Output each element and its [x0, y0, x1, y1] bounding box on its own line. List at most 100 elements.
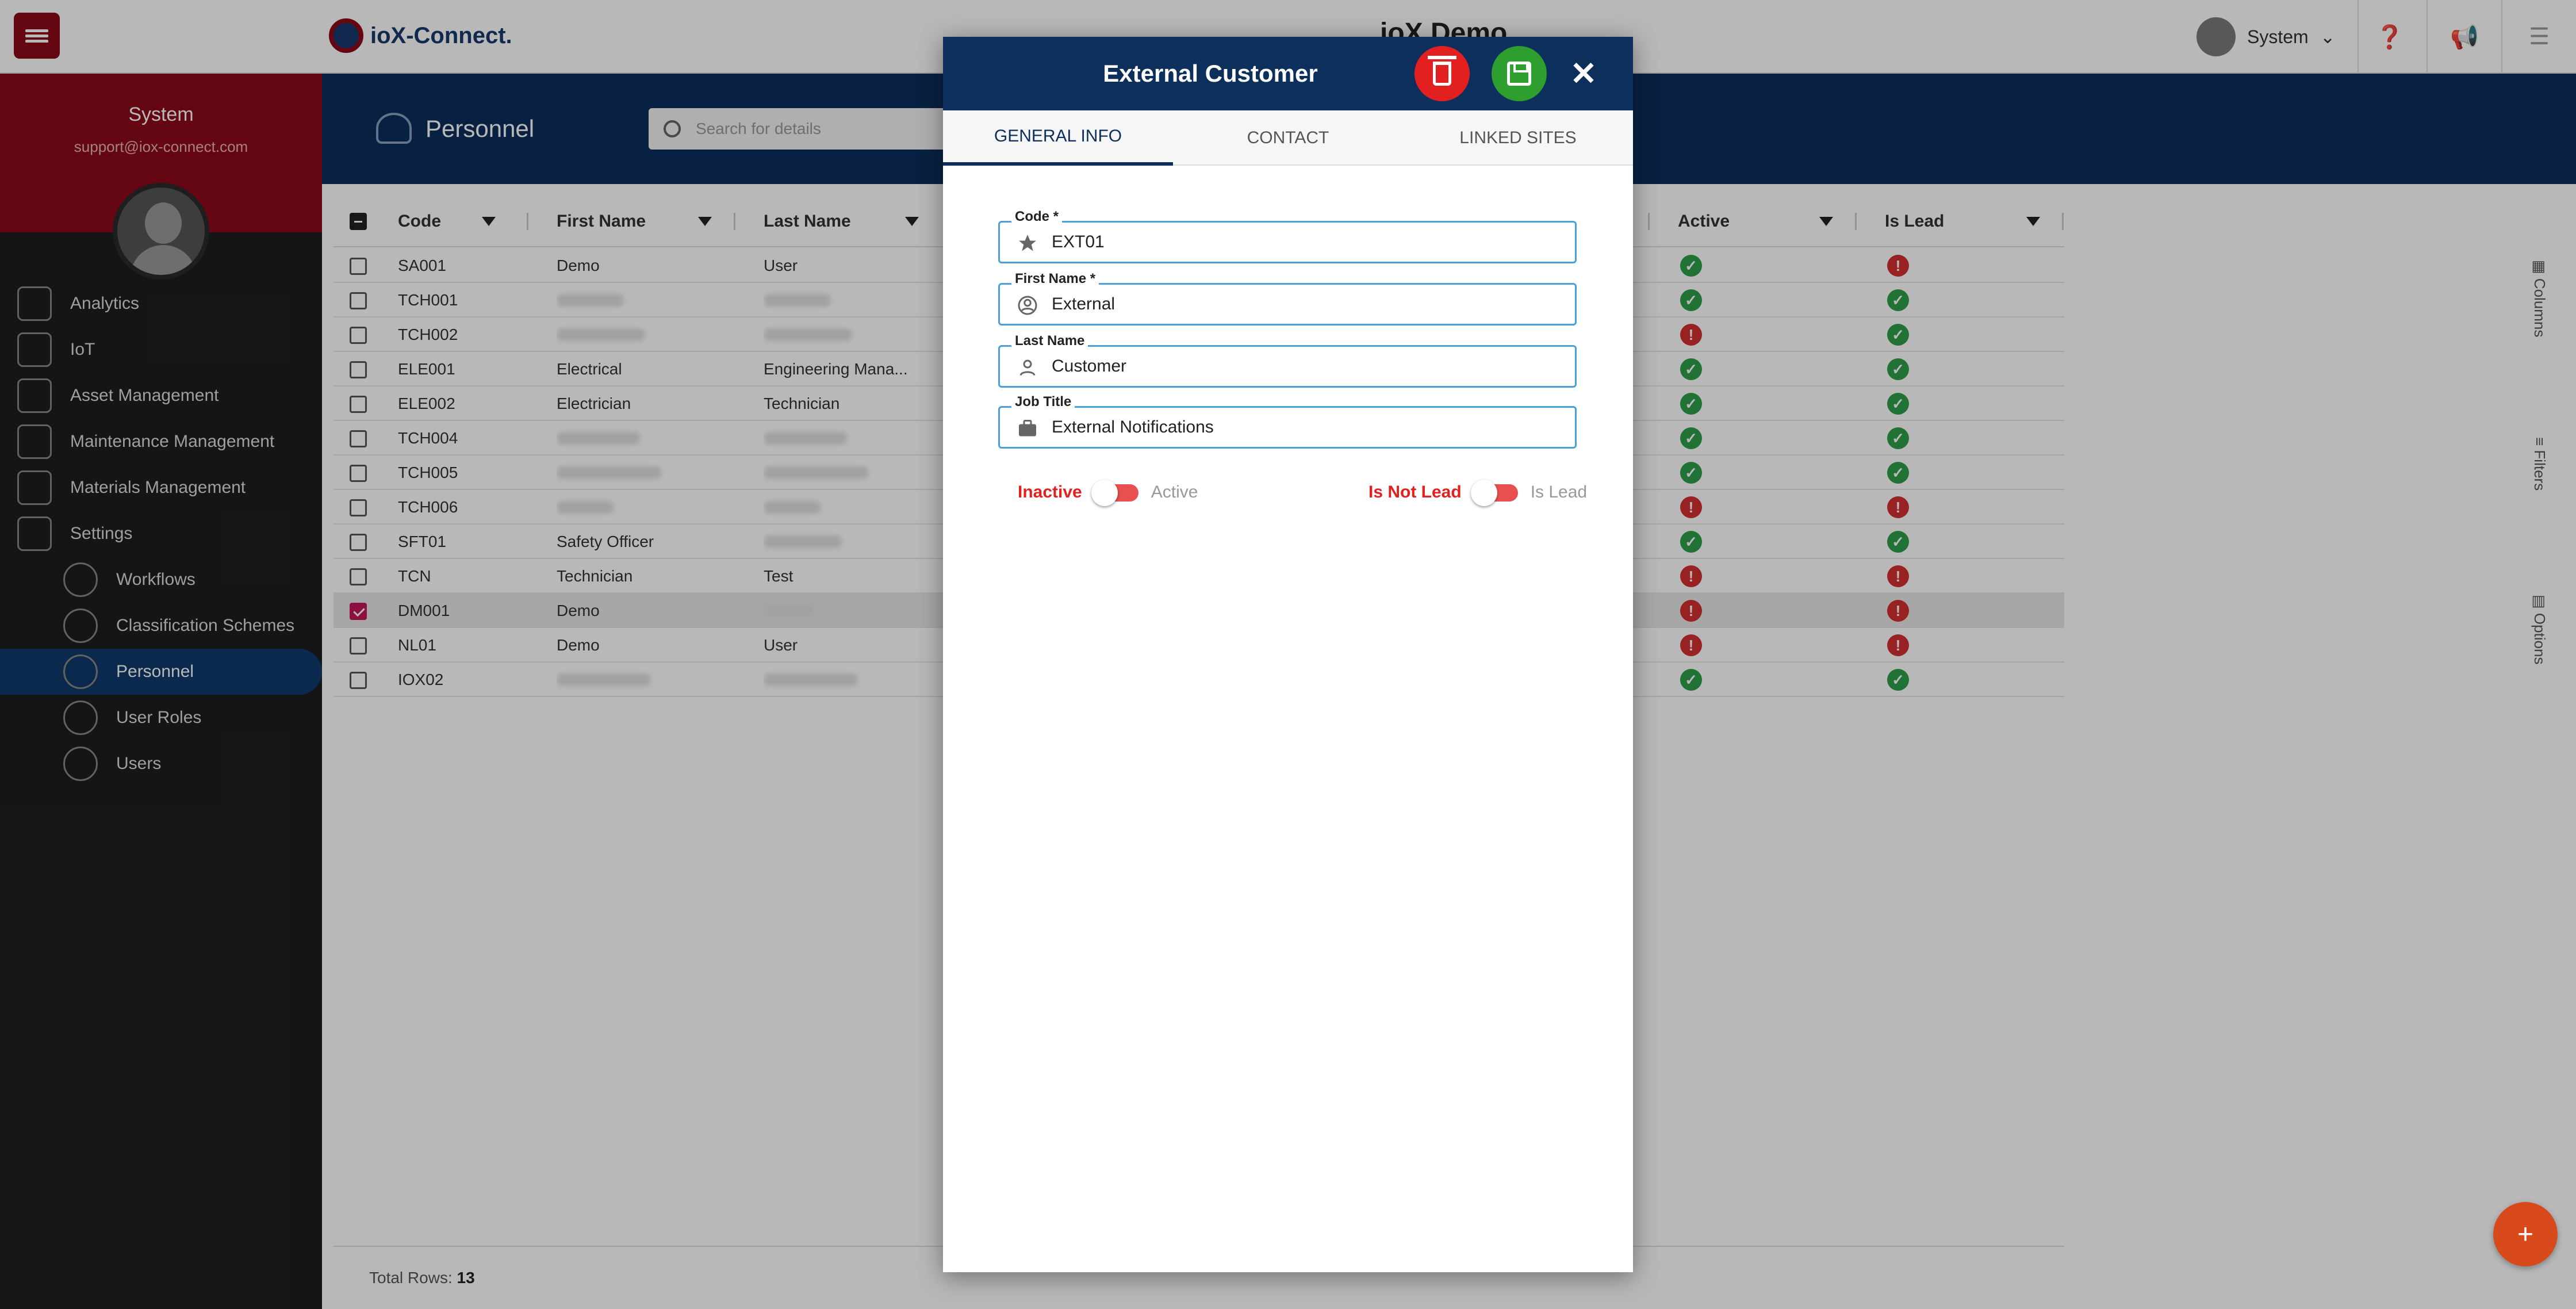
tab-general-info[interactable]: GENERAL INFO: [943, 110, 1173, 166]
code-cell: TCH006: [398, 498, 458, 516]
row-checkbox[interactable]: [350, 637, 367, 654]
table-row[interactable]: TCH002! ✓: [334, 317, 2064, 352]
last-name-cell: [764, 525, 936, 559]
column-separator[interactable]: [527, 213, 528, 230]
sidebar-item-workflows[interactable]: Workflows: [0, 557, 322, 603]
row-checkbox[interactable]: [350, 603, 367, 620]
column-separator[interactable]: [1648, 213, 1650, 230]
user-menu[interactable]: System ⌄: [2196, 17, 2336, 56]
select-all-checkbox[interactable]: [350, 213, 367, 230]
filter-icon[interactable]: [698, 217, 712, 226]
close-icon: ✕: [1570, 55, 1597, 91]
job-title-field[interactable]: Job Title External Notifications: [998, 394, 1577, 449]
help-icon[interactable]: ❓: [2375, 24, 2404, 50]
search-placeholder: Search for details: [696, 120, 821, 137]
filter-icon[interactable]: [482, 217, 496, 226]
close-button[interactable]: ✕: [1565, 55, 1602, 92]
row-checkbox[interactable]: [350, 465, 367, 482]
column-separator[interactable]: [734, 213, 735, 230]
lead-check-icon: ✓: [1887, 462, 1909, 484]
last-name-cell: User: [764, 636, 798, 654]
row-checkbox[interactable]: [350, 568, 367, 585]
lead-check-icon: ✓: [1887, 324, 1909, 346]
filter-icon[interactable]: [905, 217, 919, 226]
first-name-cell: Safety Officer: [557, 533, 654, 550]
code-field[interactable]: Code * EXT01: [998, 209, 1577, 263]
sidebar-user-email: support@iox-connect.com: [74, 138, 248, 155]
first-name-field[interactable]: First Name * External: [998, 271, 1577, 326]
redacted-text: [557, 294, 624, 307]
active-toggle[interactable]: [1091, 479, 1142, 506]
tab-linked-sites[interactable]: LINKED SITES: [1459, 128, 1577, 147]
row-checkbox[interactable]: [350, 292, 367, 309]
add-person-button[interactable]: +: [2493, 1202, 2558, 1266]
redacted-text: [557, 673, 651, 686]
is-lead-label: Is Lead: [1530, 483, 1588, 502]
sidebar-item-analytics[interactable]: Analytics: [0, 281, 322, 327]
last-name-field-label: Last Name: [1011, 333, 1088, 349]
last-name-field[interactable]: Last Name Customer: [998, 333, 1577, 388]
gears-icon: [17, 378, 52, 413]
column-label: Code: [398, 212, 441, 231]
code-cell: SA001: [398, 257, 447, 274]
chip-icon: [17, 332, 52, 367]
column-separator[interactable]: [1855, 213, 1857, 230]
total-rows: Total Rows: 13: [369, 1269, 475, 1287]
active-check-icon: ✓: [1680, 531, 1702, 553]
lead-toggle[interactable]: [1470, 479, 1521, 506]
filter-icon[interactable]: [1819, 217, 1833, 226]
save-button[interactable]: [1492, 46, 1547, 101]
first-name-cell: Demo: [557, 602, 600, 619]
column-label: Last Name: [764, 212, 851, 231]
redacted-text: [557, 501, 614, 514]
inactive-label: Inactive: [1018, 483, 1082, 502]
row-checkbox[interactable]: [350, 361, 367, 378]
column-header-first-name[interactable]: First Name: [557, 196, 712, 247]
row-checkbox[interactable]: [350, 396, 367, 413]
lead-check-icon: ✓: [1887, 393, 1909, 415]
row-checkbox[interactable]: [350, 534, 367, 551]
delete-button[interactable]: [1414, 46, 1470, 101]
sidebar-item-classification-schemes[interactable]: Classification Schemes: [0, 603, 322, 649]
tab-contact[interactable]: CONTACT: [1247, 128, 1329, 147]
search-input[interactable]: Search for details: [649, 108, 948, 150]
column-header-last-name[interactable]: Last Name: [764, 196, 919, 247]
row-checkbox[interactable]: [350, 327, 367, 344]
first-name-cell: Demo: [557, 636, 600, 654]
sidebar-item-iot[interactable]: IoT: [0, 327, 322, 373]
column-header-code[interactable]: Code: [398, 196, 496, 247]
chart-icon: [17, 286, 52, 321]
sidebar-item-asset-management[interactable]: Asset Management: [0, 373, 322, 419]
not-lead-alert-icon: !: [1887, 565, 1909, 587]
redacted-text: [764, 673, 858, 686]
not-lead-alert-icon: !: [1887, 600, 1909, 622]
code-field-label: Code *: [1011, 209, 1063, 225]
megaphone-icon[interactable]: 📢: [2450, 24, 2479, 50]
first-name-cell: Electrical: [557, 360, 622, 378]
row-checkbox[interactable]: [350, 258, 367, 275]
sidebar-item-user-roles[interactable]: User Roles: [0, 695, 322, 741]
wrench-gear-icon: [17, 424, 52, 459]
list-icon[interactable]: ☰: [2529, 24, 2550, 49]
column-header-active[interactable]: Active: [1678, 196, 1833, 247]
sidebar-item-materials-management[interactable]: Materials Management: [0, 465, 322, 511]
first-name-cell: [557, 283, 741, 317]
redacted-text: [764, 604, 815, 617]
inactive-alert-icon: !: [1680, 600, 1702, 622]
sidebar-item-personnel[interactable]: Personnel: [0, 649, 322, 695]
sidebar-item-maintenance-management[interactable]: Maintenance Management: [0, 419, 322, 465]
column-header-is-lead[interactable]: Is Lead: [1885, 196, 2040, 247]
inactive-alert-icon: !: [1680, 565, 1702, 587]
sidebar-item-settings[interactable]: Settings: [0, 511, 322, 557]
redacted-text: [764, 535, 842, 548]
not-lead-alert-icon: !: [1887, 496, 1909, 518]
last-name-cell: [764, 317, 936, 352]
sidebar-item-users[interactable]: Users: [0, 741, 322, 787]
column-separator[interactable]: [2062, 213, 2064, 230]
hamburger-menu-button[interactable]: [14, 13, 60, 59]
avatar: [2196, 17, 2236, 56]
filter-icon[interactable]: [2026, 217, 2040, 226]
row-checkbox[interactable]: [350, 672, 367, 689]
row-checkbox[interactable]: [350, 430, 367, 447]
row-checkbox[interactable]: [350, 499, 367, 516]
